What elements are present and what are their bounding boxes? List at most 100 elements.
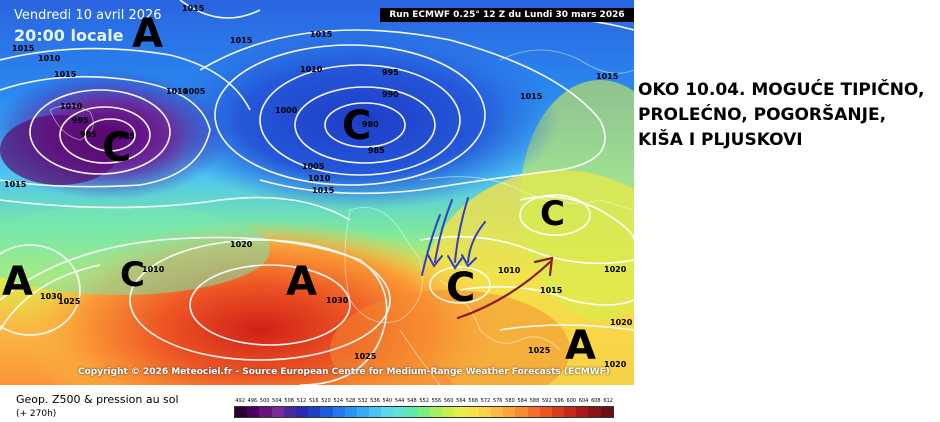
isobar-label: 1010 xyxy=(142,265,165,274)
note-line-2: PROLEĆNO, POGORŠANJE, xyxy=(638,105,887,125)
legend-labels: 492 496 500 504 508 512 516 520 524 528 532 536 540 5… xyxy=(234,397,614,406)
legend-label: 544 xyxy=(394,398,405,404)
legend-label: 608 xyxy=(591,398,601,404)
legend-label: 596 xyxy=(554,398,564,404)
legend-swatch xyxy=(430,407,443,417)
legend-swatch xyxy=(551,407,565,417)
legend-swatch xyxy=(332,407,345,417)
map-caption: Geop. Z500 & pression au sol xyxy=(16,393,179,406)
legend-swatch xyxy=(320,407,333,417)
isobar-label: 1015 xyxy=(182,4,205,13)
isobar-label: 1025 xyxy=(58,297,81,306)
legend-swatch xyxy=(295,407,309,417)
legend-label: 600 xyxy=(566,398,577,404)
legend-label: 592 xyxy=(542,398,552,404)
isobar-label: 985 xyxy=(80,130,97,139)
isobar-label: 1010 xyxy=(166,87,189,96)
legend-swatch xyxy=(344,407,357,417)
legend-swatch xyxy=(600,407,613,417)
isobar-label: 985 xyxy=(118,132,135,141)
legend-label: 500 xyxy=(259,398,270,404)
weather-map xyxy=(0,0,634,385)
legend-swatch xyxy=(283,407,296,417)
isobar-label: 1025 xyxy=(528,346,551,355)
legend-swatch xyxy=(369,407,382,417)
legend-swatch xyxy=(503,407,516,417)
legend-label: 524 xyxy=(333,398,344,404)
isobar-label: 1020 xyxy=(604,265,627,274)
legend-label: 556 xyxy=(431,398,442,404)
isobar-label: 1015 xyxy=(540,286,563,295)
legend-label: 512 xyxy=(296,398,307,404)
legend-swatch xyxy=(247,407,260,417)
legend-swatch xyxy=(271,407,284,417)
pressure-system-c5: C xyxy=(446,265,476,311)
isobar-label: 995 xyxy=(72,116,89,125)
note-line-1: OKO 10.04. MOGUĆE TIPIČNO, xyxy=(638,80,925,100)
pressure-system-a1: A xyxy=(132,11,163,57)
note-line-3: KIŠA I PLJUSKOVI xyxy=(638,130,803,150)
legend-label: 552 xyxy=(419,398,429,404)
legend-swatch xyxy=(442,407,455,417)
legend-label: 576 xyxy=(492,398,503,404)
legend-label: 560 xyxy=(443,398,454,404)
isobar-label: 1010 xyxy=(300,65,323,74)
legend-label: 564 xyxy=(456,398,466,404)
forecast-time: 20:00 locale xyxy=(14,26,124,45)
pressure-system-c1: C xyxy=(102,125,132,171)
isobar-label: 1020 xyxy=(610,318,633,327)
isobar-label: 985 xyxy=(368,146,385,155)
legend-swatch xyxy=(454,407,467,417)
legend-swatch xyxy=(308,407,321,417)
legend-label: 584 xyxy=(517,398,528,404)
legend-swatch xyxy=(405,407,418,417)
legend-label: 496 xyxy=(247,398,258,404)
isobar-label: 1015 xyxy=(312,186,335,195)
legend-label: 612 xyxy=(603,398,613,404)
legend-swatch xyxy=(417,407,430,417)
legend-label: 604 xyxy=(578,398,589,404)
pressure-system-a2: A xyxy=(2,259,33,305)
run-info-banner: Run ECMWF 0.25° 12 Z du Lundi 30 mars 20… xyxy=(380,8,634,22)
isobar-label: 1015 xyxy=(4,180,27,189)
pressure-system-a3: A xyxy=(286,259,317,305)
isobar-label: 1020 xyxy=(230,240,253,249)
legend-label: 588 xyxy=(529,398,540,404)
legend-label: 528 xyxy=(345,398,356,404)
isobar-label: 1010 xyxy=(308,174,331,183)
isobars xyxy=(0,0,634,385)
isobar-label: 1000 xyxy=(275,106,298,115)
isobar-label: 1010 xyxy=(60,102,83,111)
legend-label: 548 xyxy=(407,398,417,404)
legend-label: 568 xyxy=(468,398,478,404)
coastlines xyxy=(49,49,634,385)
pressure-system-a4: A xyxy=(565,323,596,369)
isobar-label: 1025 xyxy=(354,352,377,361)
legend-label: 540 xyxy=(382,398,393,404)
pressure-system-c4: C xyxy=(540,194,565,234)
pressure-system-c3: C xyxy=(120,255,145,295)
isobar-label: 1020 xyxy=(604,360,627,369)
legend-swatch xyxy=(576,407,589,417)
isobar-label: 1015 xyxy=(12,44,35,53)
isobar-label: 1015 xyxy=(310,30,333,39)
copyright-text: Copyright © 2026 Meteociel.fr - Source E… xyxy=(78,367,610,377)
forecast-note: OKO 10.04. MOGUĆE TIPIČNO, PROLEĆNO, POG… xyxy=(638,78,938,153)
legend-swatch xyxy=(235,407,248,417)
legend-label: 572 xyxy=(480,398,491,404)
legend-swatch xyxy=(259,407,272,417)
legend-swatch xyxy=(478,407,491,417)
red-arrow xyxy=(456,256,554,320)
pressure-system-c2: C xyxy=(342,103,372,149)
legend-swatch xyxy=(490,407,504,417)
legend-swatch xyxy=(356,407,370,417)
color-legend: 492 496 500 504 508 512 516 520 524 528 532 536 540 5… xyxy=(234,397,614,419)
legend-swatch xyxy=(539,407,552,417)
legend-swatch xyxy=(515,407,528,417)
isobar-label: 1005 xyxy=(183,87,206,96)
isobar-label: 1015 xyxy=(54,70,77,79)
legend-label: 532 xyxy=(358,398,368,404)
legend-swatch xyxy=(564,407,577,417)
isobar-label: 1015 xyxy=(230,36,253,45)
forecast-hour: (+ 270h) xyxy=(16,409,57,419)
